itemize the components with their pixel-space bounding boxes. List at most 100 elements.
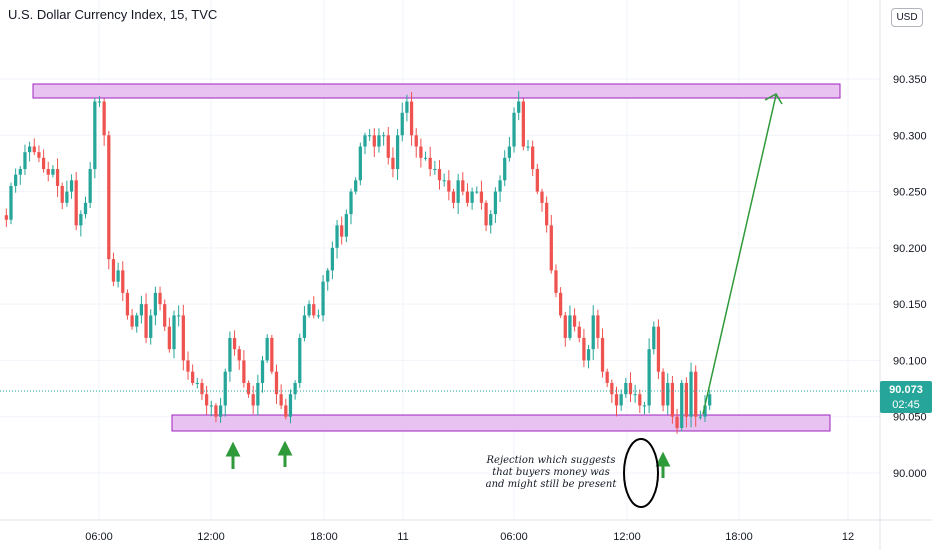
candle [223,368,227,417]
x-tick-label: 12 [842,531,854,543]
y-tick-label: 90.000 [893,468,927,480]
candle [409,92,414,146]
candle [74,172,78,231]
candle [260,356,265,393]
candle [307,300,311,318]
candle [330,241,335,280]
candle [419,138,423,168]
candle [302,306,307,342]
candle [111,252,116,287]
candle [479,180,484,210]
candle [540,188,544,212]
candle [181,304,185,371]
candle [423,151,428,161]
price-zones [32,83,841,432]
candle [172,310,176,359]
candle [582,329,586,368]
support-zone[interactable] [171,414,831,432]
up-arrow-icon[interactable] [277,440,293,467]
candle [14,168,18,193]
last-price-tag: 90.073 02:45 [880,381,932,413]
candle [265,334,269,364]
candle [577,321,581,343]
candle [628,372,633,403]
candle [200,378,204,400]
candle [433,160,437,175]
candle [349,188,353,225]
candle [65,180,69,207]
candle [535,163,539,195]
y-tick-label: 90.350 [893,74,927,86]
candle [79,210,83,237]
candle [405,94,409,122]
candle [689,362,693,428]
candle [610,379,614,403]
candle [400,102,404,142]
candle [97,96,102,107]
candle [372,128,376,157]
y-tick-label: 90.250 [893,187,927,199]
candle [470,187,474,210]
grid-lines [0,0,880,520]
bar-countdown: 02:45 [892,399,920,411]
candle [135,312,139,333]
candle [647,338,651,414]
x-tick-label: 12:00 [197,531,225,543]
candle [312,296,316,319]
candle [284,398,288,420]
note-line: Rejection which suggests [486,455,616,466]
candle [326,268,330,291]
candle [451,188,456,209]
candle [391,147,395,178]
resistance-zone[interactable] [32,83,841,99]
candle [102,98,106,146]
candle [293,380,297,400]
candle [256,374,260,416]
currency-button[interactable]: USD [891,8,923,27]
candle [93,97,97,179]
candle [214,403,218,423]
candle [354,177,358,195]
candle [41,149,46,173]
candle [456,173,460,214]
candle [708,389,712,410]
x-tick-label: 18:00 [310,531,338,543]
candle [670,375,675,424]
up-arrow-icon[interactable] [655,451,671,478]
candle [600,328,605,378]
candle [484,200,488,232]
candle [298,333,302,388]
candle [125,289,130,320]
candle [242,350,246,388]
y-tick-label: 90.300 [893,130,927,142]
rejection-note[interactable]: Rejection which suggests that buyers mon… [481,455,621,491]
x-tick-label: 18:00 [725,531,753,543]
candle [638,389,642,413]
candle [572,308,577,332]
x-tick-label: 06:00 [500,531,528,543]
candle [642,402,647,415]
candle [684,377,689,428]
candle [591,305,595,360]
candle [414,128,418,158]
candle [121,261,125,302]
candle [605,368,609,388]
rejection-ellipse[interactable] [623,438,659,508]
up-arrow-icon[interactable] [225,441,241,469]
candle [358,142,362,186]
candle [703,395,707,423]
candle [246,380,251,398]
candle [195,377,199,389]
candle [652,321,656,355]
candle [27,141,32,162]
x-tick-label: 12:00 [613,531,641,543]
candles [4,91,712,434]
candle [614,386,619,417]
target-arrow[interactable] [702,94,777,415]
candle [381,131,386,146]
candle [335,220,339,259]
candle [568,305,572,341]
candle [18,166,22,185]
candle [461,172,465,196]
